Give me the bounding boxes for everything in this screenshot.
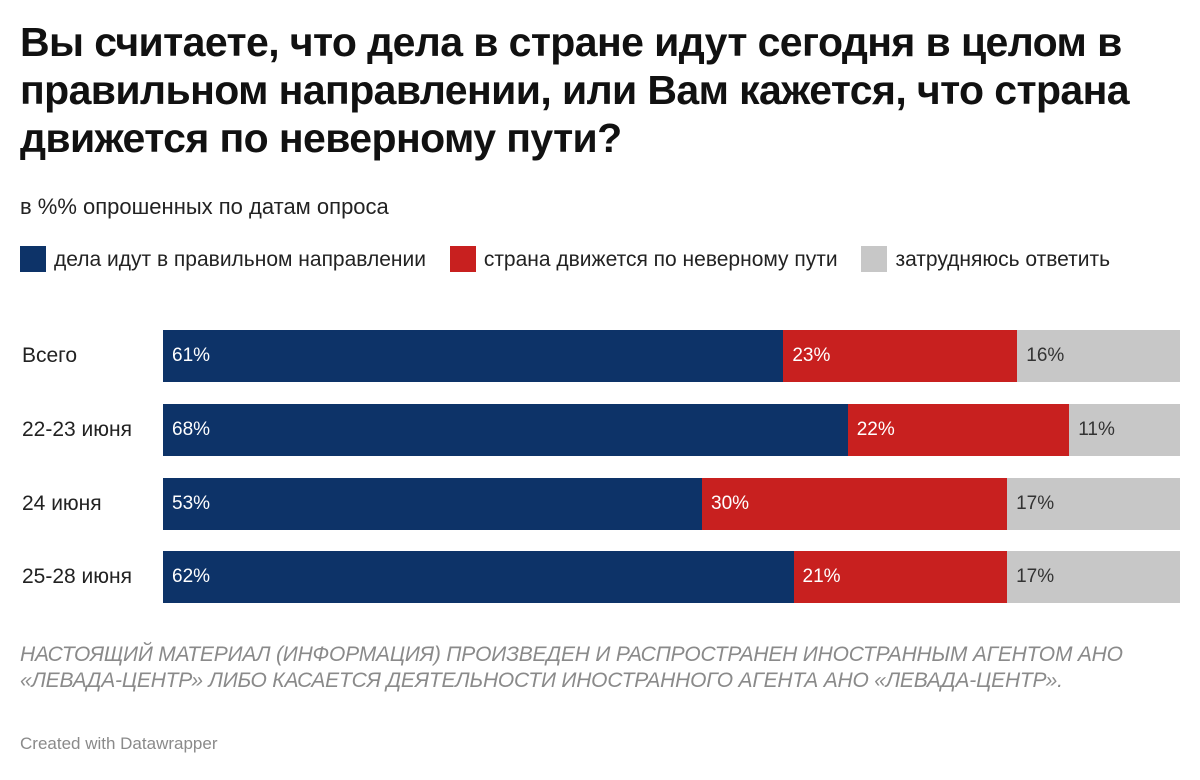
bar-segment: 68% (163, 404, 848, 456)
bar-row: 24 июня 53% 30% 17% (0, 478, 1200, 530)
bar-row: 22-23 июня 68% 22% 11% (0, 404, 1200, 456)
bar-segment: 16% (1017, 330, 1180, 382)
bar-row: Всего 61% 23% 16% (0, 330, 1200, 382)
legend-item-wrong: страна движется по неверному пути (449, 246, 838, 272)
bar-segment: 23% (783, 330, 1018, 382)
category-label: 24 июня (22, 492, 102, 515)
legend-label-hard: затрудняюсь ответить (895, 248, 1111, 271)
stacked-bar: 53% 30% 17% (163, 478, 1180, 530)
bar-segment: 11% (1069, 404, 1180, 456)
category-label: 22-23 июня (22, 418, 132, 441)
legend-label-right: дела идут в правильном направлении (54, 248, 426, 271)
stacked-bar: 62% 21% 17% (163, 551, 1180, 603)
category-label: 25-28 июня (22, 565, 132, 588)
category-label: Всего (22, 344, 78, 367)
stacked-bar: 68% 22% 11% (163, 404, 1180, 456)
bar-segment: 53% (163, 478, 702, 530)
bar-segment: 17% (1007, 478, 1180, 530)
legend-item-hard: затрудняюсь ответить (861, 246, 1111, 272)
stacked-bar-chart: Всего 61% 23% 16% 22-23 июня 68% 22% 11% 24 июня… (0, 330, 1200, 610)
legend-item-right: дела идут в правильном направлении (20, 246, 426, 272)
disclaimer-note: НАСТОЯЩИЙ МАТЕРИАЛ (ИНФОРМАЦИЯ) ПРОИЗВЕД… (20, 643, 1123, 692)
bar-segment: 30% (702, 478, 1008, 530)
bar-row: 25-28 июня 62% 21% 17% (0, 551, 1200, 603)
datawrapper-credit: Created with Datawrapper (20, 734, 218, 753)
legend-swatch-right (20, 246, 46, 272)
legend-label-wrong: страна движется по неверному пути (483, 248, 838, 271)
bar-segment: 21% (793, 551, 1008, 603)
chart-title: Вы считаете, что дела в стране идут сего… (20, 19, 1130, 161)
bar-segment: 17% (1007, 551, 1180, 603)
stacked-bar: 61% 23% 16% (163, 330, 1180, 382)
legend: дела идут в правильном направлении стран… (20, 242, 1150, 278)
bar-segment: 22% (847, 404, 1070, 456)
chart-subtitle: в %% опрошенных по датам опроса (20, 194, 389, 219)
legend-swatch-wrong (449, 246, 476, 272)
bar-segment: 61% (163, 330, 784, 382)
legend-swatch-hard (861, 246, 888, 272)
bar-segment: 62% (163, 551, 794, 603)
